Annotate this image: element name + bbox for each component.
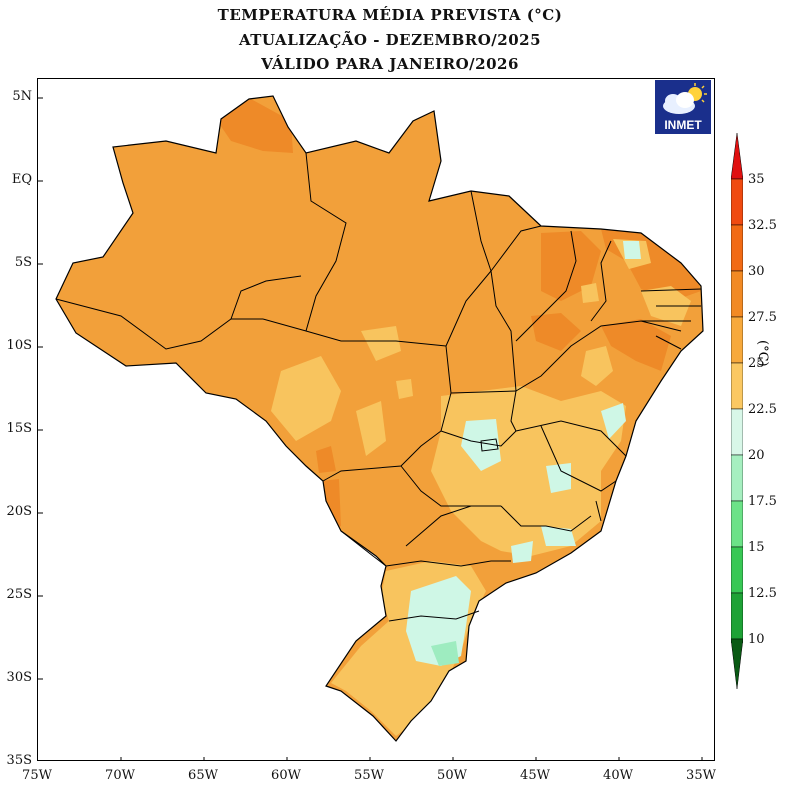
zone-225-25-mt-east: [396, 379, 413, 399]
logo-text: INMET: [664, 118, 702, 132]
colorbar-unit: (°C): [755, 340, 770, 367]
lat-label-10s: 10S: [6, 338, 32, 353]
zone-225-25-mt-west: [271, 356, 341, 441]
colorbar-label-35: 35: [748, 172, 765, 187]
lat-label-25s: 25S: [6, 587, 32, 602]
lon-label-40w: 40W: [603, 768, 633, 783]
colorbar-label-10: 10: [748, 632, 765, 647]
map-title-line3: VÁLIDO PARA JANEIRO/2026: [261, 55, 519, 73]
colorbar-label-17-5: 17.5: [748, 494, 777, 509]
lon-label-75w: 75W: [22, 768, 52, 783]
zone-275-30-pernambuco: [601, 319, 671, 371]
brazil-temperature-map: [38, 95, 704, 760]
lat-label-eq: EQ: [11, 172, 32, 187]
cloud-sun-icon: [663, 83, 707, 114]
inmet-logo: INMET: [655, 80, 711, 134]
zone-20-225-sp: [511, 541, 533, 563]
zone-275-30-piaui: [531, 313, 581, 351]
zone-20-225-minas: [546, 463, 571, 493]
zone-275-30-maranhao: [541, 231, 601, 301]
lat-label-15s: 15S: [6, 421, 32, 436]
lat-label-5s: 5S: [14, 255, 32, 270]
state-borders: [55, 95, 704, 742]
map-frame: [37, 78, 715, 761]
axis-ticks: [38, 97, 703, 760]
zone-20-225-bahia: [601, 403, 626, 439]
map-title-line2: ATUALIZAÇÃO - DEZEMBRO/2025: [238, 31, 542, 49]
colorbar-scale: [730, 132, 744, 690]
lon-label-50w: 50W: [437, 768, 467, 783]
lon-label-65w: 65W: [188, 768, 218, 783]
colorbar-label-20: 20: [748, 448, 765, 463]
zone-225-25-mt-center: [356, 401, 386, 456]
zone-20-225-rj: [541, 526, 576, 546]
zone-225-25-bahia-north: [581, 346, 613, 386]
zone-20-225-ceara: [623, 241, 641, 259]
zone-225-25-para-south: [361, 326, 401, 361]
zone-275-30-mt-south: [316, 446, 336, 473]
map-title-line1: TEMPERATURA MÉDIA PREVISTA (°C): [217, 6, 563, 24]
zone-175-20-sc: [431, 641, 459, 666]
colorbar-label-12-5: 12.5: [748, 586, 777, 601]
colorbar: [730, 132, 744, 690]
lat-label-20s: 20S: [6, 504, 32, 519]
zone-225-25-piaui-east: [581, 283, 599, 303]
colorbar-label-15: 15: [748, 540, 765, 555]
lon-label-60w: 60W: [271, 768, 301, 783]
colorbar-label-30: 30: [748, 264, 765, 279]
lon-label-55w: 55W: [354, 768, 384, 783]
lat-label-30s: 30S: [6, 670, 32, 685]
lon-label-35w: 35W: [686, 768, 716, 783]
colorbar-label-32-5: 32.5: [748, 218, 777, 233]
lon-label-45w: 45W: [520, 768, 550, 783]
lat-label-5n: 5N: [12, 89, 32, 104]
lat-label-35s: 35S: [6, 753, 32, 768]
colorbar-label-27-5: 27.5: [748, 310, 777, 325]
colorbar-label-25: 25: [748, 356, 765, 371]
temperature-fill: [56, 96, 703, 741]
colorbar-label-22-5: 22.5: [748, 402, 777, 417]
lon-label-70w: 70W: [105, 768, 135, 783]
zone-275-30-roraima: [216, 99, 293, 153]
